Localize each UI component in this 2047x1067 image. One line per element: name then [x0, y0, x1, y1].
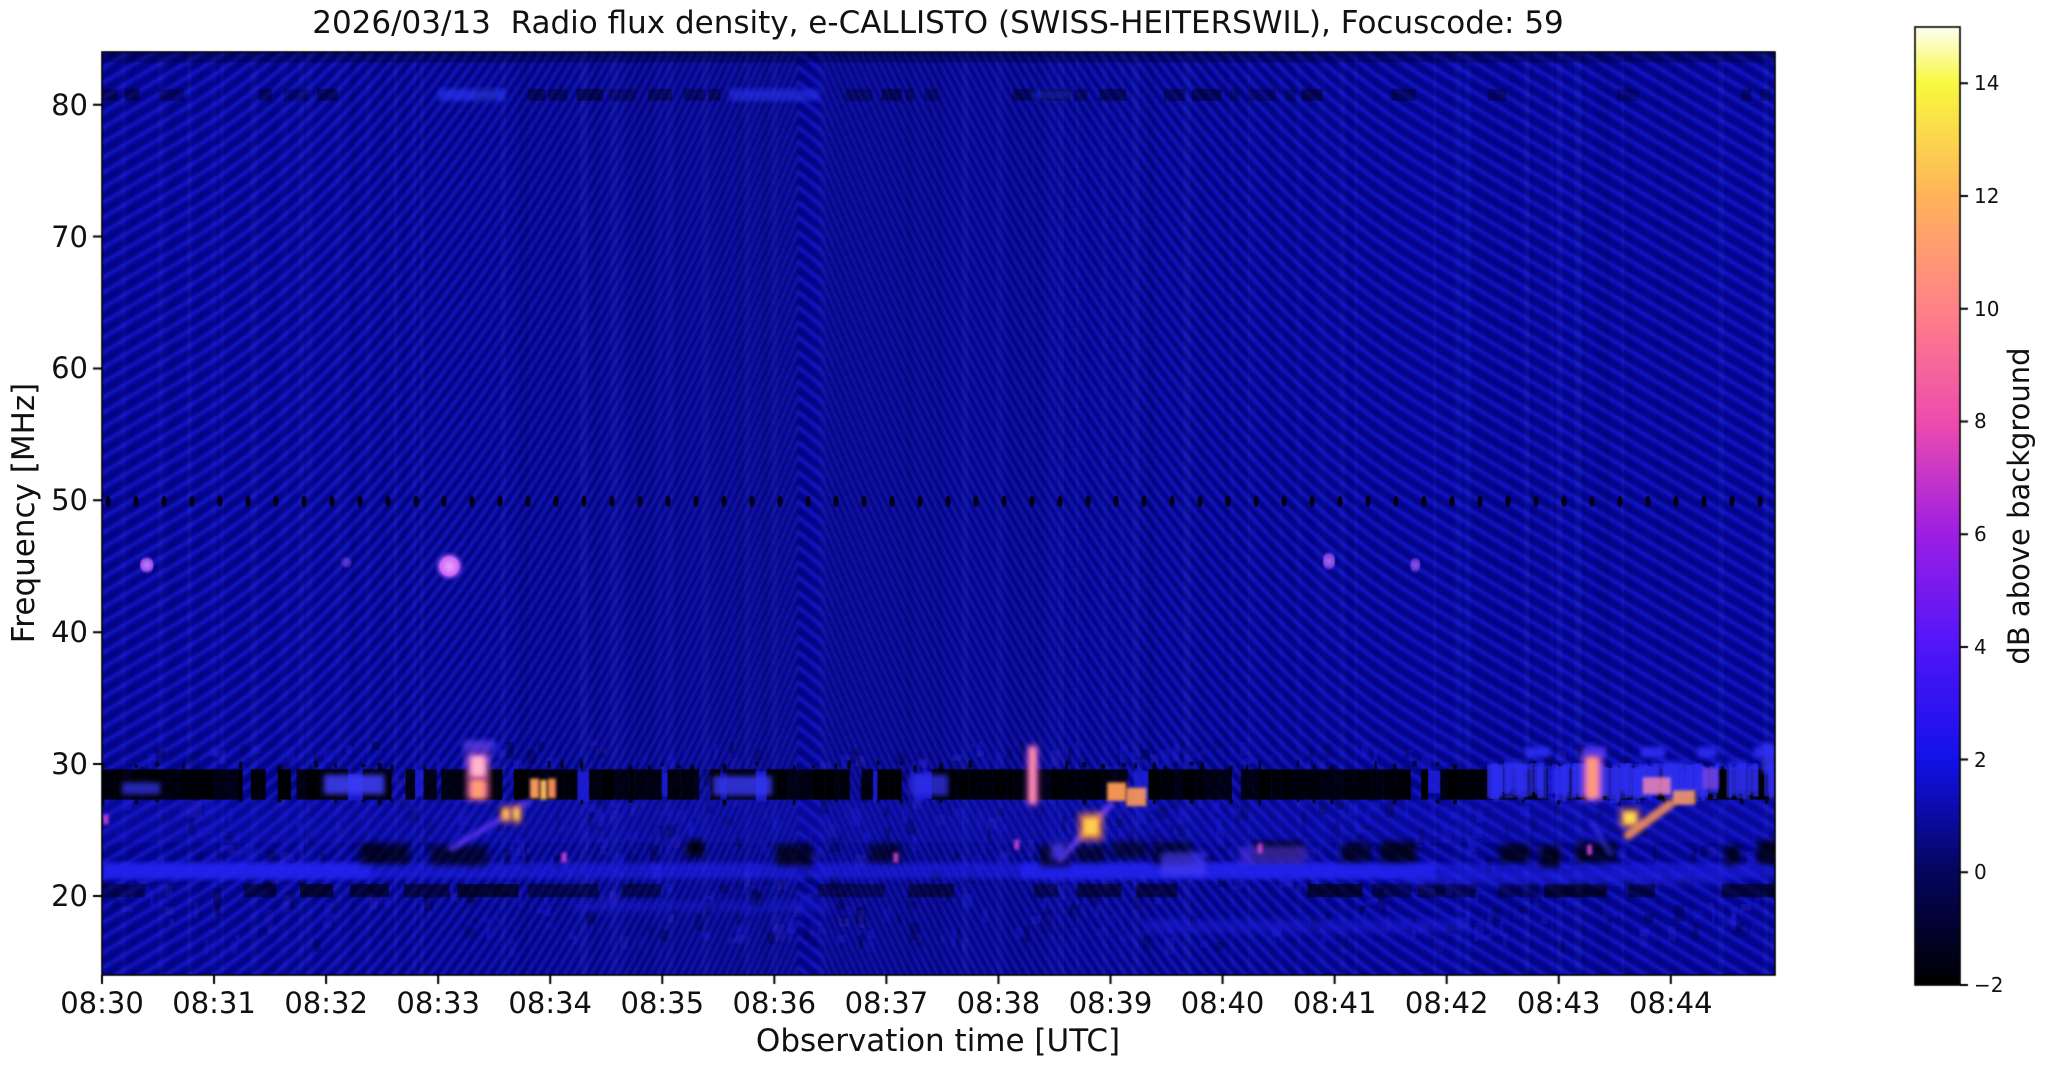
y-tick-label: 30 [51, 747, 88, 782]
x-tick-label: 08:31 [172, 986, 256, 1020]
y-tick-label: 40 [51, 615, 88, 650]
x-tick-label: 08:32 [284, 986, 368, 1020]
x-tick-label: 08:34 [508, 986, 593, 1020]
y-tick-label: 80 [51, 87, 88, 122]
x-tick-label: 08:39 [1068, 986, 1153, 1020]
x-tick-label: 08:41 [1292, 986, 1377, 1020]
x-tick-label: 08:44 [1628, 986, 1713, 1020]
colorbar-tick-label: 10 [1974, 296, 2000, 321]
x-tick-label: 08:43 [1516, 986, 1601, 1020]
y-tick-label: 50 [51, 483, 88, 518]
colorbar-label: dB above background [2002, 347, 2036, 665]
x-tick-label: 08:30 [60, 986, 144, 1020]
colorbar-tick-label: 8 [1974, 409, 1987, 434]
x-axis-label: Observation time [UTC] [755, 1023, 1121, 1059]
colorbar-tick-label: 2 [1974, 747, 1987, 772]
colorbar-tick-label: 0 [1974, 860, 1987, 885]
x-tick-label: 08:36 [732, 986, 817, 1020]
y-tick-label: 70 [51, 219, 88, 254]
x-tick-label: 08:40 [1180, 986, 1265, 1020]
colorbar-tick-label: 12 [1974, 184, 2000, 209]
colorbar-tick-label: −2 [1974, 973, 2004, 997]
y-axis-label: Frequency [MHz] [6, 382, 42, 644]
x-tick-label: 08:33 [396, 986, 480, 1020]
colorbar-tick-label: 14 [1974, 71, 2000, 96]
x-tick-label: 08:35 [620, 986, 705, 1020]
x-tick-label: 08:37 [844, 986, 929, 1020]
x-tick-label: 08:42 [1404, 986, 1489, 1020]
colorbar-tick-label: 4 [1974, 634, 1987, 659]
chart-title: 2026/03/13 Radio flux density, e-CALLIST… [312, 5, 1564, 41]
y-tick-label: 20 [51, 878, 88, 913]
y-tick-label: 60 [51, 351, 88, 386]
colorbar-tick-label: 6 [1974, 522, 1987, 547]
x-tick-label: 08:38 [956, 986, 1041, 1020]
